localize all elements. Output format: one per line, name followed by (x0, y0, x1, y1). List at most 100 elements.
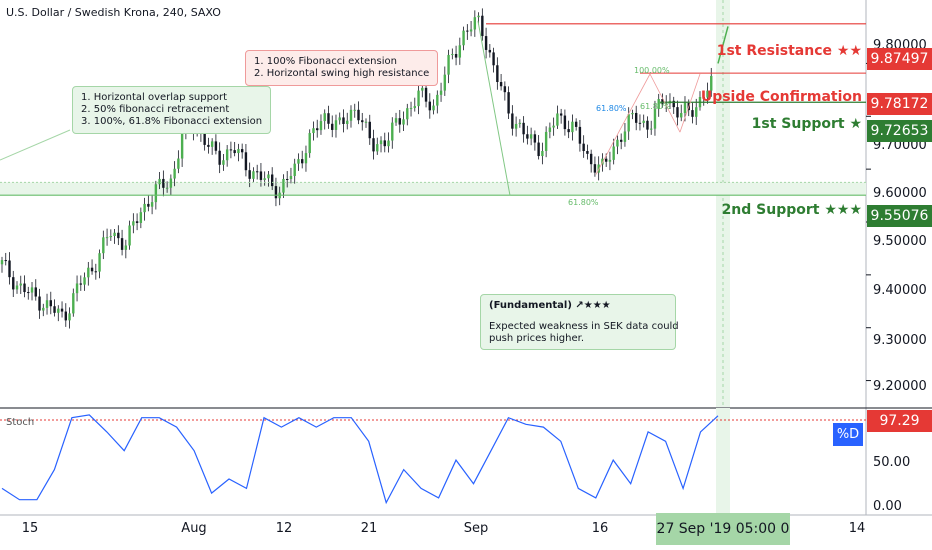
candle-body (267, 174, 270, 179)
fib-swing-line (679, 73, 701, 133)
candle-body (357, 109, 360, 121)
candle-body (376, 144, 379, 152)
candle-body (120, 238, 124, 250)
cursor-zone-stoch (716, 408, 730, 515)
candle-body (270, 174, 274, 187)
candle-body (180, 133, 184, 159)
candle-body (458, 45, 462, 58)
candle-body (601, 158, 604, 165)
candle-body (72, 293, 75, 314)
candle-body (481, 15, 484, 37)
candle-body (702, 96, 705, 98)
candle-body (526, 134, 529, 139)
candle-body (342, 117, 345, 124)
candle-body (436, 94, 439, 106)
resistance-price: 9.87497 (867, 48, 932, 70)
price-tick: 9.30000 (873, 333, 927, 348)
candle-body (616, 139, 619, 147)
candle-body (398, 118, 401, 125)
candle-body (263, 178, 266, 180)
candle-body (582, 143, 585, 152)
candle-body (177, 158, 180, 169)
candle-body (248, 170, 251, 179)
candle-body (499, 82, 503, 87)
candle-body (383, 140, 386, 147)
candle-body (661, 99, 664, 104)
cursor-date: 27 Sep '19 05:00 0 (656, 513, 790, 545)
candle-body (53, 306, 56, 313)
candle-body (462, 30, 465, 46)
candle-body (443, 74, 447, 91)
callout-top: 1. 100% Fibonacci extension 2. Horizonta… (245, 50, 439, 86)
candle-body (4, 260, 7, 262)
candle-body (203, 133, 206, 145)
candle-body (244, 152, 248, 171)
fib-label: 61.80% (640, 102, 671, 111)
candle-body (710, 75, 713, 91)
time-tick: Sep (463, 521, 489, 536)
candle-body (428, 101, 431, 111)
candle-body (488, 49, 492, 53)
candle-body (274, 186, 278, 199)
time-tick: 16 (591, 521, 609, 536)
candle-body (387, 140, 390, 147)
candle-body (511, 113, 514, 129)
candle-body (657, 99, 660, 110)
candle-body (447, 54, 450, 75)
candle-body (544, 131, 548, 151)
candle-body (364, 121, 368, 123)
fib-ext-100: 100.00% (634, 66, 670, 75)
candle-body (308, 133, 311, 154)
candle-body (484, 36, 488, 50)
candle-body (439, 90, 443, 95)
candle-body (466, 30, 469, 32)
confirmation-label: Upside Confirmation (700, 89, 862, 105)
candle-body (34, 287, 37, 297)
candle-body (353, 109, 356, 111)
stochastic-pane (0, 414, 866, 505)
candle-body (327, 113, 330, 124)
candle-body (109, 236, 113, 238)
candle-body (237, 149, 240, 154)
candle-body (691, 110, 694, 117)
time-tick: Aug (181, 521, 207, 536)
candle-body (634, 112, 638, 123)
fib-swing-line (649, 73, 681, 133)
candle-body (473, 17, 477, 30)
grid (0, 0, 932, 516)
candle-body (0, 260, 4, 265)
candle-body (165, 187, 169, 189)
candle-body (222, 160, 225, 165)
projection-arrow (477, 21, 511, 196)
confirmation-price: 9.78172 (867, 93, 932, 115)
candle-body (503, 86, 507, 93)
candle-body (282, 178, 285, 193)
candle-body (518, 122, 522, 124)
candle-body (533, 134, 537, 143)
time-tick: 14 (848, 521, 866, 536)
candle-body (552, 125, 555, 128)
candle-body (19, 283, 22, 286)
candle-body (289, 175, 293, 180)
candle-body (413, 106, 416, 108)
candle-body (334, 120, 338, 130)
candle-body (60, 308, 64, 312)
candle-body (653, 109, 657, 129)
candle-body (563, 115, 567, 130)
candles (0, 8, 713, 329)
candle-body (147, 203, 150, 207)
candle-body (301, 159, 304, 164)
time-tick: 15 (21, 521, 39, 536)
candle-body (150, 202, 154, 207)
callout-left: 1. Horizontal overlap support 2. 50% fib… (72, 86, 272, 134)
overlay (0, 21, 866, 196)
candle-body (312, 128, 315, 134)
callout-fundamental: (Fundamental) ↗★★★ Expected weakness in … (480, 294, 679, 350)
candle-body (680, 113, 683, 118)
candle-body (627, 114, 630, 132)
candle-body (255, 171, 259, 173)
candle-body (541, 150, 544, 157)
time-tick: 21 (360, 521, 378, 536)
candle-body (207, 144, 210, 147)
